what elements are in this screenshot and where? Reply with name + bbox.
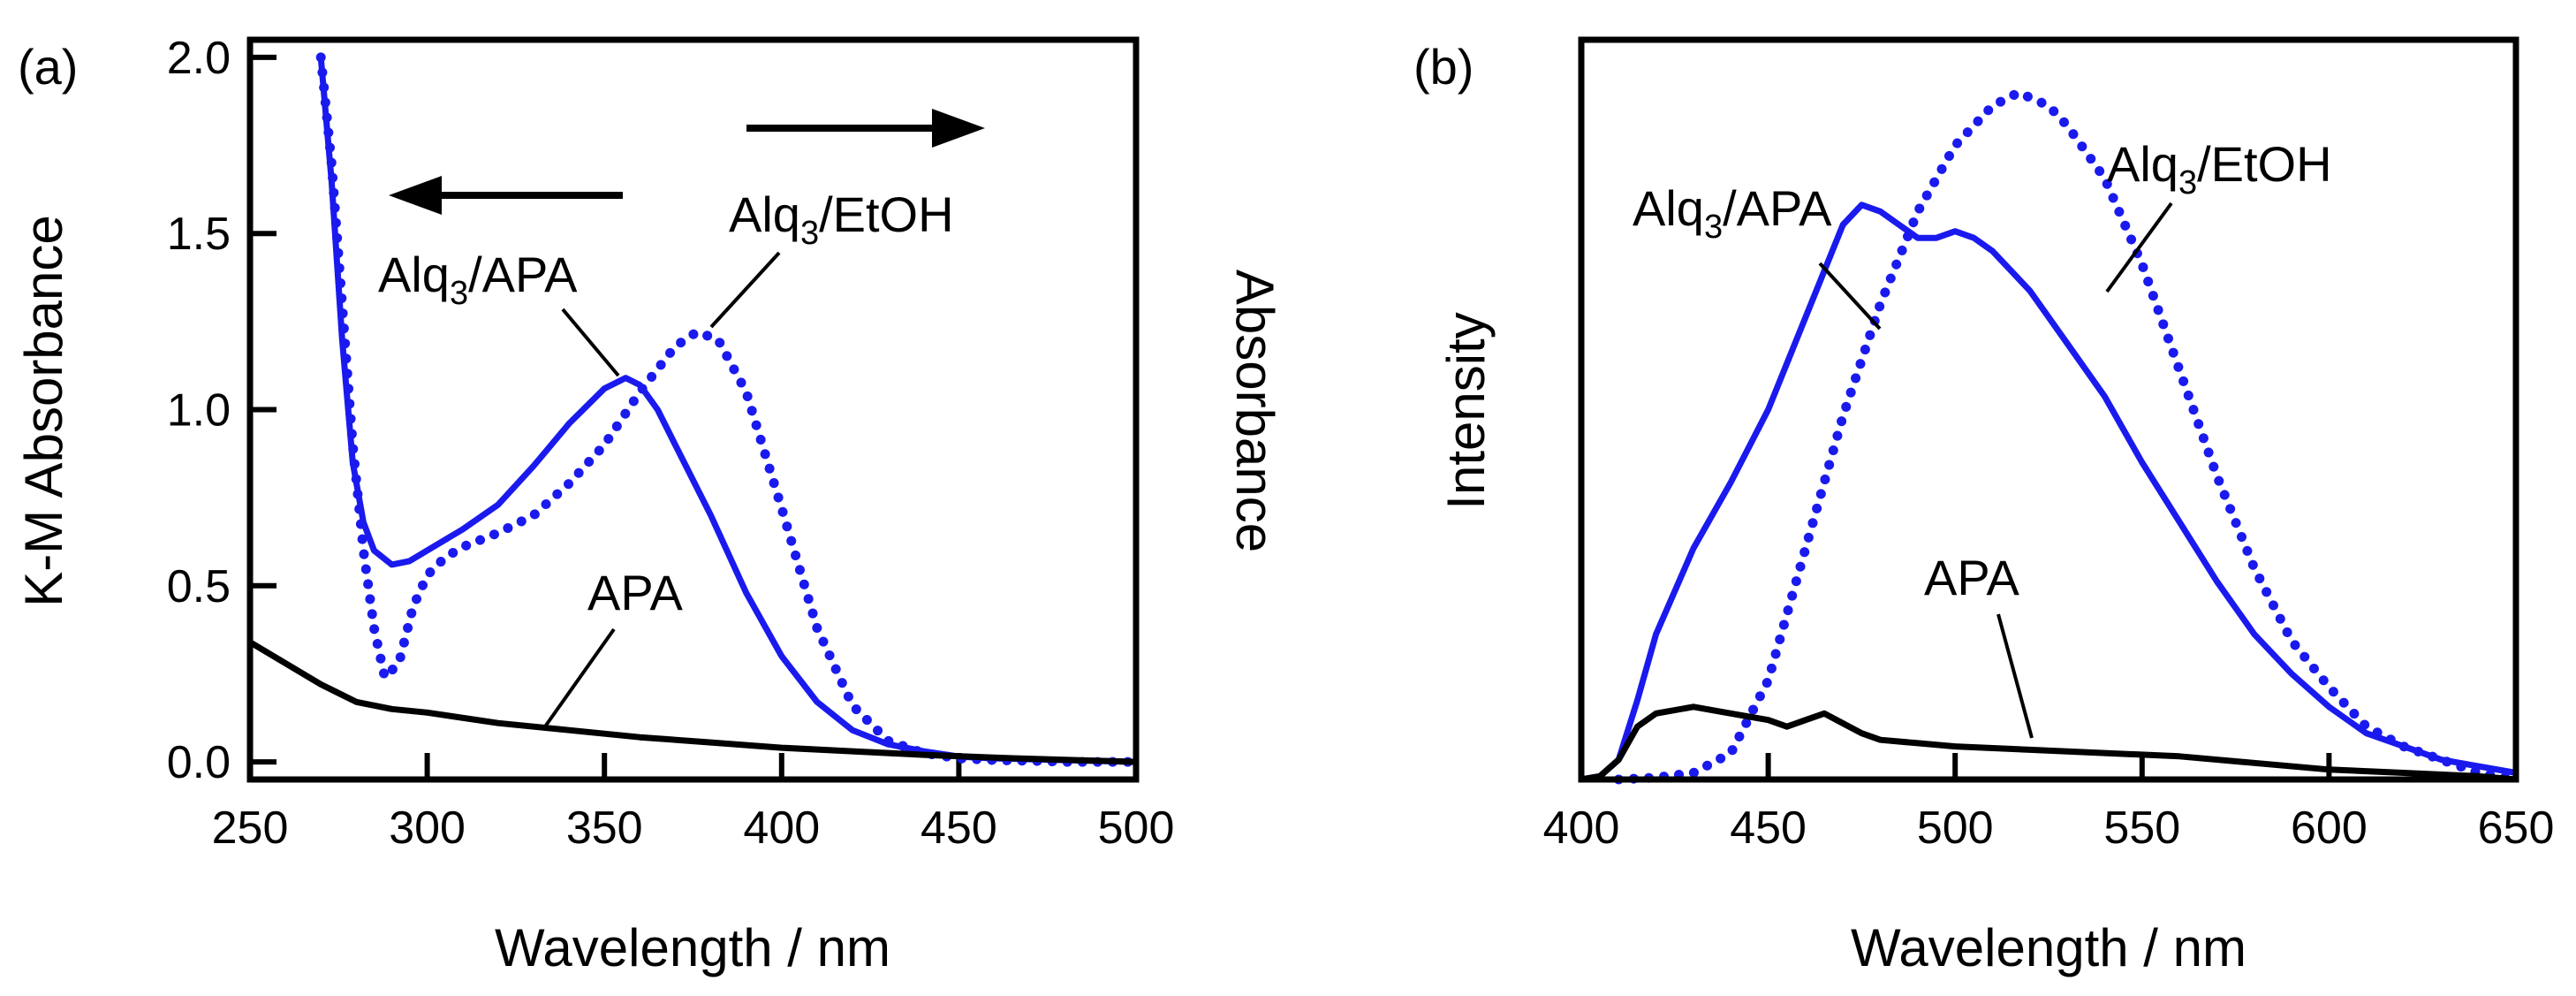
leader-a-apa bbox=[542, 627, 616, 731]
leader-a-alq3-apa bbox=[561, 308, 620, 377]
annot-b-apa: APA bbox=[1924, 550, 2020, 605]
annot-a-apa: APA bbox=[587, 565, 684, 620]
panel-a-xtick-label: 400 bbox=[743, 802, 820, 854]
panel-a-ytick-label: 1.5 bbox=[167, 209, 231, 260]
panel-b-xlabel: Wavelength / nm bbox=[1851, 918, 2246, 977]
annot-a-alq3-etoh-main: Alq bbox=[729, 186, 800, 242]
panel-a-series-alq3-etoh bbox=[315, 52, 1141, 767]
panel-a-xtick-label: 300 bbox=[389, 802, 466, 854]
leader-b-alq3-apa bbox=[1818, 262, 1882, 331]
annot-a-alq3-apa: Alq3/APA bbox=[378, 247, 578, 312]
panel-a-xlabel: Wavelength / nm bbox=[495, 918, 890, 977]
panel-a-series-apa bbox=[246, 639, 1140, 765]
annot-b-alq3-apa: Alq3/APA bbox=[1633, 180, 1832, 246]
leader-b-apa bbox=[1996, 613, 2034, 739]
annot-a-alq3-apa-sub: 3 bbox=[450, 275, 468, 312]
panel-b-frame bbox=[1578, 36, 2519, 783]
panel-a-ytick-label: 1.0 bbox=[167, 385, 231, 437]
panel-b: (b) 400 450 500 550 600 650 Wavelength / nm I… bbox=[1413, 36, 2555, 977]
panel-a-label: (a) bbox=[18, 39, 78, 95]
panel-b-label: (b) bbox=[1413, 39, 1474, 95]
panel-b-series-alq3-apa bbox=[1578, 201, 2519, 783]
panel-b-xtick-label: 450 bbox=[1730, 802, 1807, 854]
panel-b-xtick-label: 600 bbox=[2291, 802, 2368, 854]
annot-b-alq3-apa-sub: 3 bbox=[1704, 209, 1723, 246]
panel-b-series-alq3-etoh bbox=[1613, 87, 2521, 785]
annot-b-alq3-etoh-sub: 3 bbox=[2178, 164, 2197, 201]
panel-b-xtick-label: 550 bbox=[2103, 802, 2180, 854]
annot-b-alq3-apa-main: Alq bbox=[1633, 180, 1704, 236]
panel-b-xtick-label: 500 bbox=[1917, 802, 1994, 854]
panel-b-series-apa bbox=[1578, 703, 2519, 783]
panel-a-xtick-label: 250 bbox=[212, 802, 289, 854]
panel-b-xtick-label: 400 bbox=[1543, 802, 1620, 854]
panel-b-ylabel: Intensity bbox=[1436, 312, 1496, 509]
annot-a-alq3-etoh-sub: 3 bbox=[800, 215, 819, 252]
panel-a-xtick-label: 450 bbox=[921, 802, 997, 854]
annot-b-alq3-etoh-rest: /EtOH bbox=[2197, 136, 2331, 192]
leader-b-alq3-etoh bbox=[2105, 201, 2173, 293]
annot-b-alq3-etoh-main: Alq bbox=[2107, 136, 2178, 192]
panel-a-ytick-label: 0.0 bbox=[167, 737, 231, 788]
annot-a-alq3-apa-main: Alq bbox=[378, 247, 450, 302]
annot-a-alq3-etoh-rest: /EtOH bbox=[819, 186, 953, 242]
annot-b-alq3-etoh: Alq3/EtOH bbox=[2107, 136, 2332, 201]
panel-a-ytick-label: 0.5 bbox=[167, 561, 231, 612]
annot-a-alq3-apa-rest: /APA bbox=[468, 247, 578, 302]
panel-a: (a) 250 300 350 400 450 500 0.0 0.5 1.0 1.5 2.0 Wa… bbox=[14, 33, 1284, 977]
arrow-left bbox=[389, 176, 623, 215]
leader-a-alq3-etoh bbox=[709, 251, 781, 329]
panel-a-series-alq3-apa bbox=[317, 54, 1140, 765]
arrow-right bbox=[746, 109, 985, 148]
annot-b-alq3-apa-rest: /APA bbox=[1723, 180, 1832, 236]
panel-a-frame bbox=[246, 36, 1140, 783]
panel-a-ylabel-right: Absorbance bbox=[1225, 270, 1284, 552]
annot-a-alq3-etoh: Alq3/EtOH bbox=[729, 186, 954, 252]
panel-b-xtick-label: 650 bbox=[2478, 802, 2555, 854]
panel-a-ytick-label: 2.0 bbox=[167, 33, 231, 84]
panel-a-xtick-label: 500 bbox=[1098, 802, 1175, 854]
panel-a-ylabel-left: K-M Absorbance bbox=[14, 215, 73, 607]
panel-a-xtick-label: 350 bbox=[566, 802, 643, 854]
